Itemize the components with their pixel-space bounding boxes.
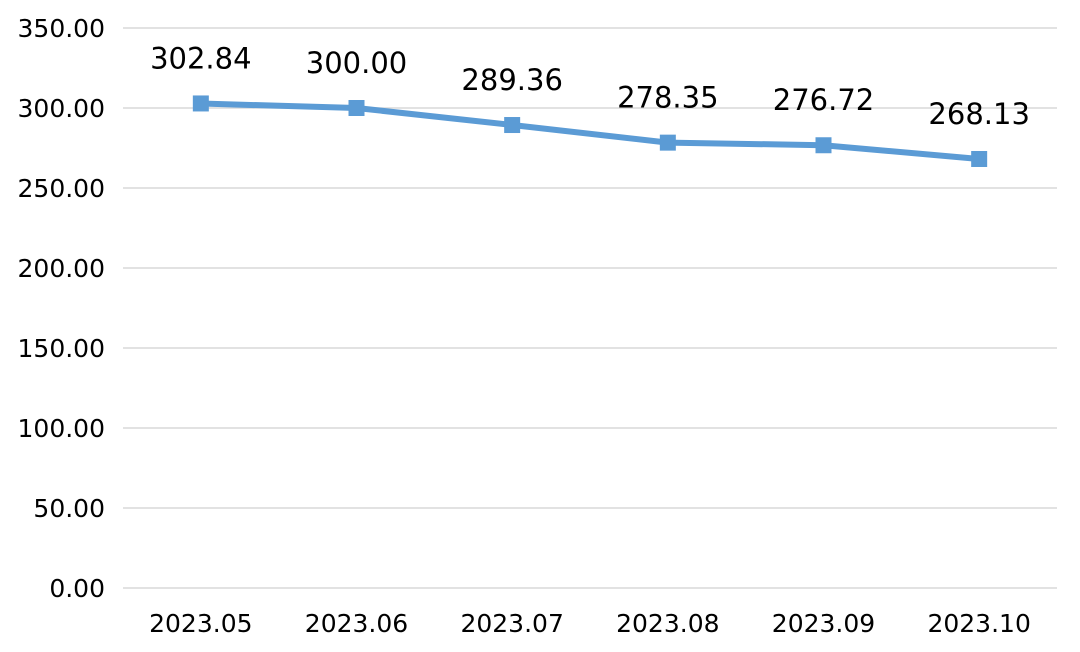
data-point-marker [971, 150, 988, 167]
y-tick-label: 350.00 [18, 14, 105, 43]
data-label: 302.84 [150, 41, 251, 75]
x-tick-label: 2023.09 [772, 609, 875, 638]
y-tick-label: 200.00 [18, 254, 105, 283]
y-tick-label: 300.00 [18, 94, 105, 123]
x-tick-label: 2023.10 [927, 609, 1030, 638]
y-tick-label: 100.00 [18, 414, 105, 443]
series-price [192, 95, 988, 167]
x-tick-label: 2023.05 [149, 609, 252, 638]
x-tick-label: 2023.08 [616, 609, 719, 638]
x-tick-label: 2023.07 [460, 609, 563, 638]
data-point-marker [192, 95, 209, 112]
y-tick-label: 50.00 [33, 494, 105, 523]
data-labels: 302.84 300.00 289.36 278.35 276.72 268.13 [150, 41, 1030, 131]
x-axis: 2023.05 2023.06 2023.07 2023.08 2023.09 2023.… [149, 609, 1031, 638]
y-tick-label: 0.00 [49, 574, 105, 603]
data-label: 289.36 [461, 63, 562, 97]
y-tick-label: 250.00 [18, 174, 105, 203]
data-point-marker [348, 100, 365, 116]
data-point-marker [504, 117, 521, 134]
series-line [197, 100, 983, 162]
data-label: 300.00 [306, 46, 407, 80]
data-point-marker [815, 137, 832, 154]
gridlines [123, 27, 1057, 589]
data-label: 268.13 [928, 97, 1029, 131]
data-label: 276.72 [773, 83, 874, 117]
x-tick-label: 2023.06 [305, 609, 408, 638]
y-axis: 0.00 50.00 100.00 150.00 200.00 250.00 300.00 3… [18, 14, 105, 603]
data-point-marker [659, 134, 676, 151]
data-label: 278.35 [617, 81, 718, 115]
y-tick-label: 150.00 [18, 334, 105, 363]
